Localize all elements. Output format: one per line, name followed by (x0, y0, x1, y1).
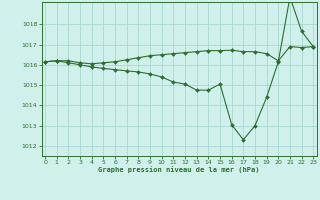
X-axis label: Graphe pression niveau de la mer (hPa): Graphe pression niveau de la mer (hPa) (99, 167, 260, 173)
